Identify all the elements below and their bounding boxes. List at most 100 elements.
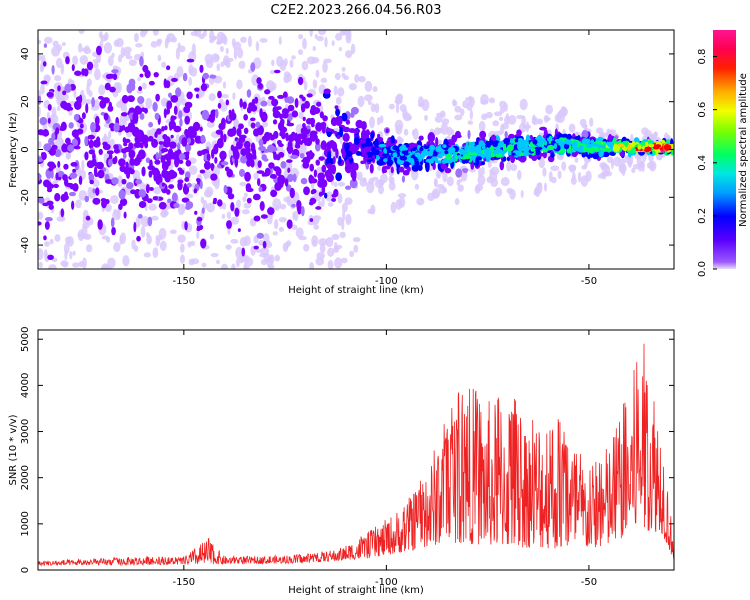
spectrogram-cell [435,146,442,153]
spectrogram-cell [72,262,80,268]
spectrogram-cell [168,184,175,189]
spectrogram-cell [607,134,613,143]
spectrogram-cell [464,144,469,152]
spectrogram-cell [259,201,265,211]
spectrogram-cell [477,174,486,186]
spectrogram-cell [73,145,81,150]
spectrogram-cell [225,99,230,106]
spectrogram-cell [423,145,430,150]
spectrogram-cell [291,110,299,118]
spectrogram-cell [441,159,447,164]
spectrogram-cell [510,163,518,172]
spectrogram-cell [255,103,261,113]
spectrogram-cell [86,61,94,71]
spectrogram-cell [350,169,357,179]
spectrogram-cell [210,163,215,169]
spectrogram-cell [145,157,151,164]
spectrogram-cell [199,169,206,174]
spectrogram-cell [495,187,503,197]
spectrogram-cell [126,181,134,190]
spectrogram-cell [253,128,260,137]
spectrogram-cell [306,93,313,98]
spectrogram-cell [488,97,496,104]
spectrogram-cell [236,127,242,137]
spectrogram-cell [187,241,192,248]
spectrogram-cell [339,231,346,239]
spectrogram-cell [473,154,477,159]
spectrogram-cell [68,122,74,129]
spectrogram-cell [202,72,210,80]
spectrogram-cell [416,197,425,206]
spectrogram-cell [557,110,563,119]
spectrogram-cell [271,174,277,179]
spectrogram-cell [183,106,191,114]
spectrogram-cell [124,138,131,144]
spectrogram-cell [315,69,320,78]
spectrogram-cell [469,167,476,173]
spectrogram-cell [410,148,417,152]
spectrogram-cell [631,140,636,148]
spectrogram-cell [164,38,169,49]
spectrogram-cell [247,35,252,48]
spectrogram-cell [349,178,358,189]
colorbar-tick-label: 0.8 [697,49,708,65]
spectrogram-cell [71,138,78,147]
spectrogram-cell [276,145,284,153]
spectrogram-cell [390,201,397,214]
spectrogram-cell [202,31,207,37]
spectrogram-cell [113,208,117,214]
spectrogram-cell [341,150,347,159]
spectrogram-cell [78,30,85,35]
spectrogram-cell [55,127,60,135]
spectrogram-cell [181,137,188,147]
spectrogram-cell [454,114,463,121]
spectrogram-cell [161,61,167,68]
spectrogram-cell [294,98,299,108]
spectrogram-cell [155,93,160,102]
spectrogram-cell [155,234,163,242]
spectrogram-cell [395,94,403,104]
spectrogram-cell [341,72,346,78]
spectrogram-cell [177,234,186,243]
spectrogram-cell [353,128,360,134]
spectrogram-cell [435,136,439,148]
spectrogram-cell [67,144,75,152]
spectrogram-cell [93,62,99,69]
spectrogram-cell [157,54,162,62]
spectrogram-cell [246,106,252,114]
spectrogram-cell [454,105,462,113]
spectrogram-cell [56,105,61,112]
spectrogram-cell [38,221,42,226]
spectrogram-cell [240,36,247,43]
spectrogram-cell [255,248,262,253]
spectrogram-cell [371,176,379,181]
spectrogram-cell [572,140,578,147]
spectrogram-cell [101,235,110,240]
spectrogram-cell [363,130,371,136]
spectrogram-cell [49,113,59,125]
spectrogram-cell [493,130,503,136]
spectrogram-cell [438,160,442,164]
spectrogram-cell [201,109,210,121]
spectrogram-cell [112,157,118,165]
spectrogram-cell [137,214,143,219]
spectrogram-cell [363,147,371,153]
spectrogram-cell [273,69,281,74]
spectrogram-cell [133,141,142,149]
spectrogram-cell [645,141,649,148]
spectrogram-cell [607,141,614,148]
spectrogram-cell [534,146,543,151]
spectrogram-cell [581,152,586,158]
spectrogram-cell [160,147,169,153]
spectrogram-cell [583,138,591,145]
spectrogram-cell [119,114,128,123]
spectrogram-cell [475,156,482,161]
spectrogram-cell [270,82,277,91]
spectrogram-cell [44,221,50,230]
spectrogram-cell [173,202,180,209]
spectrogram-cell [123,142,128,147]
spectrogram-cell [92,152,96,161]
spectrogram-cell [490,134,497,142]
spectrogram-cell [394,119,404,131]
spectrogram-cell [89,179,94,185]
